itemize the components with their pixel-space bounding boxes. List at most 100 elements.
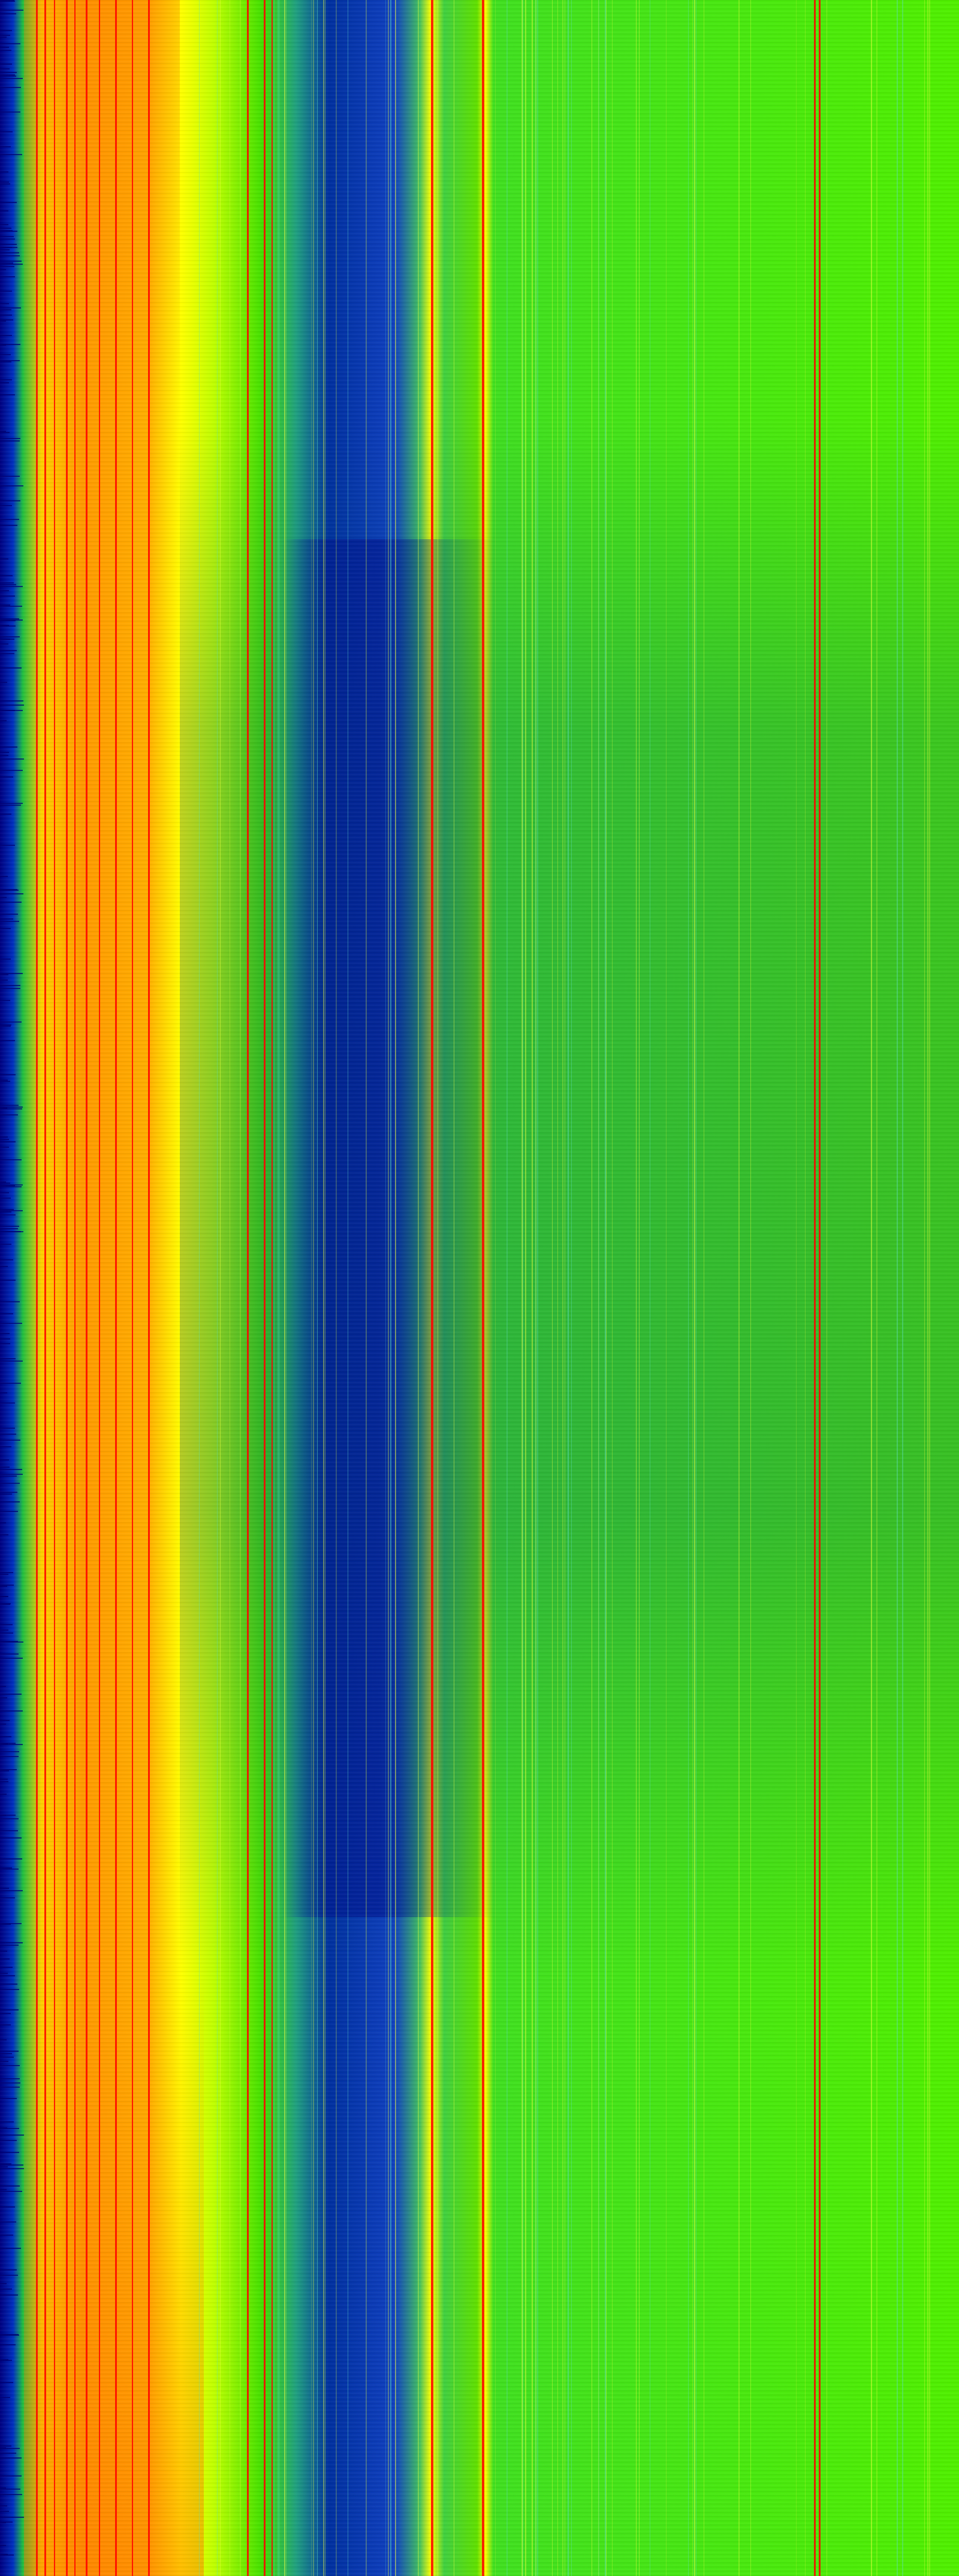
edge-tick-252	[0, 2140, 17, 2141]
faint-line-65	[284, 0, 285, 2576]
edge-tick-146	[0, 1483, 20, 1484]
edge-tick-216	[0, 2039, 7, 2040]
faint-line-2	[639, 0, 640, 2576]
edge-tick-299	[0, 1924, 11, 1925]
edge-tick-61	[0, 1951, 7, 1952]
edge-tick-207	[0, 2121, 14, 2123]
faint-line-34	[552, 0, 553, 2576]
edge-tick-220	[0, 746, 17, 748]
edge-tick-255	[0, 1779, 8, 1780]
edge-tick-111	[0, 803, 23, 804]
edge-tick-94	[0, 584, 16, 585]
edge-tick-122	[0, 111, 20, 113]
edge-tick-138	[0, 1629, 8, 1631]
edge-tick-270	[0, 2191, 22, 2192]
edge-tick-247	[0, 643, 8, 645]
edge-tick-3	[0, 1358, 16, 1359]
edge-tick-62	[0, 1024, 11, 1026]
edge-tick-80	[0, 979, 8, 981]
edge-tick-271	[0, 2078, 20, 2079]
edge-tick-191	[0, 476, 20, 477]
edge-tick-186	[0, 2051, 19, 2052]
edge-tick-214	[0, 2511, 9, 2512]
edge-tick-139	[0, 2344, 16, 2345]
edge-tick-217	[0, 1211, 11, 1213]
faint-line-63	[871, 0, 872, 2576]
edge-tick-14	[0, 2098, 17, 2099]
edge-tick-118	[0, 1446, 11, 1447]
edge-tick-273	[0, 2545, 6, 2546]
red-line-15	[814, 0, 816, 2576]
edge-tick-249	[0, 1333, 10, 1334]
edge-tick-257	[0, 2457, 22, 2459]
edge-tick-260	[0, 2248, 21, 2249]
edge-tick-143	[0, 500, 20, 501]
edge-tick-147	[0, 2335, 19, 2336]
edge-tick-268	[0, 1231, 21, 1232]
edge-tick-211	[0, 1210, 23, 1211]
red-line-14	[482, 0, 484, 2576]
low-intensity-band	[282, 539, 497, 1917]
red-line-12	[272, 0, 273, 2576]
edge-tick-238	[0, 1751, 19, 1752]
edge-tick-179	[0, 2127, 7, 2128]
edge-tick-183	[0, 432, 10, 433]
edge-tick-251	[0, 231, 17, 232]
faint-line-16	[521, 0, 523, 2576]
faint-line-52	[323, 0, 324, 2576]
edge-tick-31	[0, 1469, 22, 1470]
edge-tick-130	[0, 876, 8, 877]
edge-tick-64	[0, 1867, 12, 1868]
edge-tick-228	[0, 1596, 8, 1597]
red-line-5	[86, 0, 88, 2576]
edge-tick-148	[0, 1021, 22, 1023]
edge-tick-119	[0, 2087, 20, 2088]
red-line-9	[148, 0, 150, 2576]
edge-tick-278	[0, 485, 23, 486]
faint-line-46	[688, 0, 689, 2576]
edge-tick-281	[0, 394, 15, 395]
faint-line-43	[568, 0, 569, 2576]
edge-tick-227	[0, 959, 11, 960]
edge-tick-187	[0, 252, 19, 253]
edge-tick-253	[0, 72, 17, 73]
edge-tick-224	[0, 620, 16, 621]
edge-tick-223	[0, 1975, 15, 1976]
edge-tick-171	[0, 303, 9, 304]
edge-tick-208	[0, 1603, 11, 1604]
edge-tick-117	[0, 1440, 20, 1441]
edge-tick-120	[0, 2152, 19, 2153]
faint-line-17	[385, 0, 386, 2576]
edge-tick-6	[0, 973, 23, 974]
edge-tick-107	[0, 590, 9, 591]
faint-line-18	[390, 0, 391, 2576]
edge-tick-206	[0, 2382, 13, 2383]
edge-tick-42	[0, 1360, 23, 1362]
edge-tick-155	[0, 1710, 23, 1712]
red-line-3	[66, 0, 68, 2576]
red-line-16	[819, 0, 821, 2576]
edge-tick-140	[0, 639, 14, 640]
edge-tick-81	[0, 1338, 10, 1340]
edge-tick-39	[0, 315, 12, 316]
edge-tick-188	[0, 710, 23, 711]
edge-tick-149	[0, 1868, 19, 1870]
edge-tick-72	[0, 776, 13, 778]
edge-tick-157	[0, 2061, 8, 2062]
edge-tick-70	[0, 2489, 20, 2490]
faint-line-24	[535, 0, 536, 2576]
faint-line-69	[929, 0, 930, 2576]
edge-tick-269	[0, 1474, 23, 1475]
faint-line-8	[313, 0, 314, 2576]
edge-tick-285	[0, 1720, 10, 1721]
red-line-8	[132, 0, 133, 2576]
edge-tick-297	[0, 1945, 19, 1946]
faint-line-0	[562, 0, 563, 2576]
red-line-0	[36, 0, 38, 2576]
edge-tick-219	[0, 247, 12, 248]
edge-tick-71	[0, 2397, 10, 2398]
edge-tick-60	[0, 266, 14, 267]
edge-tick-289	[0, 650, 17, 651]
faint-line-35	[532, 0, 533, 2576]
